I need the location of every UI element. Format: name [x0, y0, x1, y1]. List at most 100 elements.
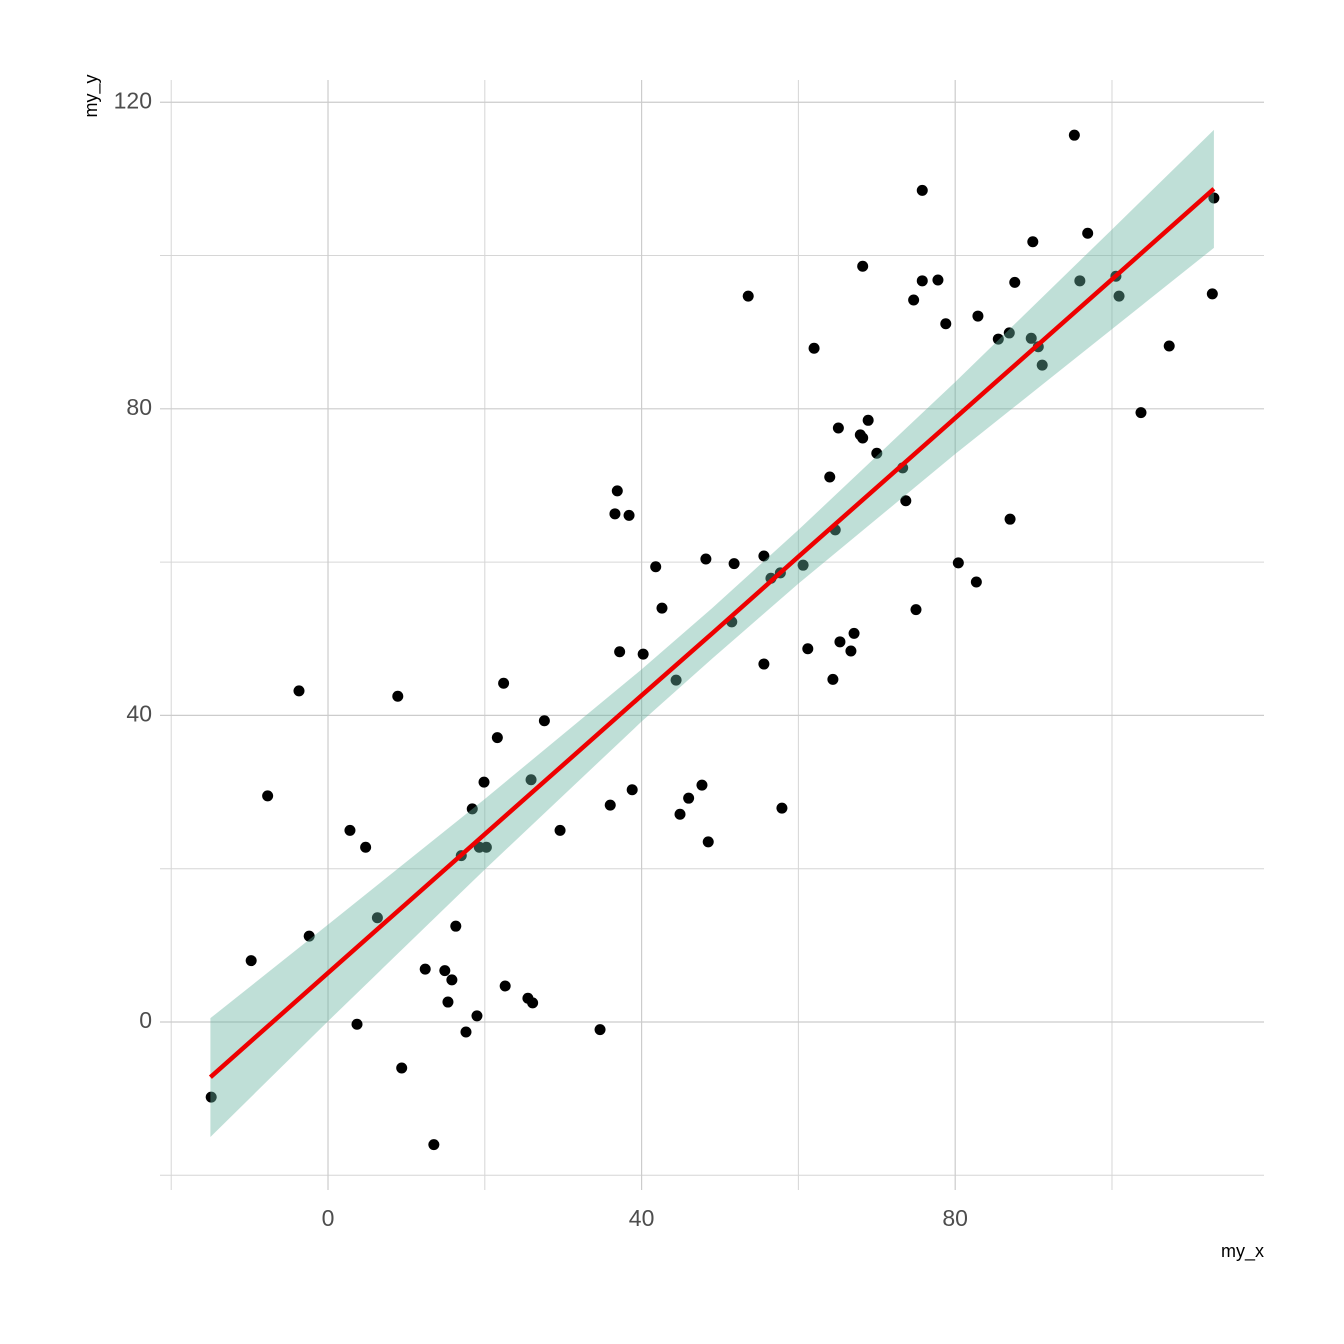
point [205, 1091, 217, 1103]
point [827, 673, 839, 685]
point [478, 776, 490, 788]
point [611, 485, 623, 497]
y-tick-label: 120 [114, 87, 152, 113]
point [1036, 359, 1048, 371]
point [834, 636, 846, 648]
point [862, 414, 874, 426]
point [1082, 227, 1094, 239]
point [808, 342, 820, 354]
point [460, 1026, 472, 1038]
point [700, 553, 712, 565]
point [674, 808, 686, 820]
point [371, 912, 383, 924]
point [594, 1024, 606, 1036]
point [1206, 288, 1218, 300]
point [857, 260, 869, 272]
marks [205, 129, 1220, 1151]
point [604, 799, 616, 811]
point [871, 447, 883, 459]
point [1113, 290, 1125, 302]
point [439, 965, 451, 977]
point [940, 318, 952, 330]
point [396, 1062, 408, 1074]
point [623, 509, 635, 521]
point [428, 1139, 440, 1151]
point [1004, 513, 1016, 525]
point [491, 732, 503, 744]
point [845, 645, 857, 657]
point [916, 184, 928, 196]
point [442, 996, 454, 1008]
point [1068, 129, 1080, 141]
point [351, 1018, 363, 1030]
point [650, 561, 662, 573]
point [702, 836, 714, 848]
grid [160, 80, 1264, 1190]
point [742, 290, 754, 302]
y-tick-label: 80 [126, 394, 152, 420]
point [758, 550, 770, 562]
point [683, 792, 695, 804]
point [626, 784, 638, 796]
x-tick-label: 40 [629, 1205, 655, 1231]
x-tick-label: 80 [942, 1205, 968, 1231]
point [344, 824, 356, 836]
point [525, 774, 537, 786]
point [480, 841, 492, 853]
point [824, 471, 836, 483]
y-axis-title: my_y [81, 74, 102, 117]
point [262, 790, 274, 802]
point [1003, 327, 1015, 339]
point [848, 627, 860, 639]
point [450, 920, 462, 932]
point [498, 677, 510, 689]
point [446, 974, 458, 986]
point [696, 779, 708, 791]
point [758, 658, 770, 670]
point [1025, 332, 1037, 344]
point [832, 422, 844, 434]
x-tick-label: 0 [322, 1205, 335, 1231]
point [900, 495, 912, 507]
point [538, 715, 550, 727]
point [419, 963, 431, 975]
point [609, 508, 621, 520]
point [970, 576, 982, 588]
point [1009, 276, 1021, 288]
y-tick-label: 0 [139, 1007, 152, 1033]
point [1208, 192, 1220, 204]
point [1135, 407, 1147, 419]
point [614, 646, 626, 658]
point [670, 674, 682, 686]
point [1074, 275, 1086, 287]
point [916, 275, 928, 287]
point [245, 955, 257, 967]
point [972, 310, 984, 322]
point [499, 980, 511, 992]
point [992, 333, 1004, 345]
point [776, 802, 788, 814]
point [392, 690, 404, 702]
point [910, 604, 922, 616]
point [466, 803, 478, 815]
point [797, 559, 809, 571]
point [932, 274, 944, 286]
point [303, 930, 315, 942]
point [1027, 236, 1039, 248]
point [554, 824, 566, 836]
point [656, 602, 668, 614]
point [293, 685, 305, 697]
point [802, 643, 814, 655]
point [471, 1010, 483, 1022]
point [527, 997, 539, 1009]
point [908, 294, 920, 306]
x-axis-title: my_x [1221, 1241, 1264, 1262]
point [728, 558, 740, 570]
point [857, 432, 869, 444]
fit-line [208, 187, 1216, 1079]
point [952, 557, 964, 569]
point [637, 648, 649, 660]
point [1163, 340, 1175, 352]
y-tick-label: 40 [126, 700, 152, 726]
